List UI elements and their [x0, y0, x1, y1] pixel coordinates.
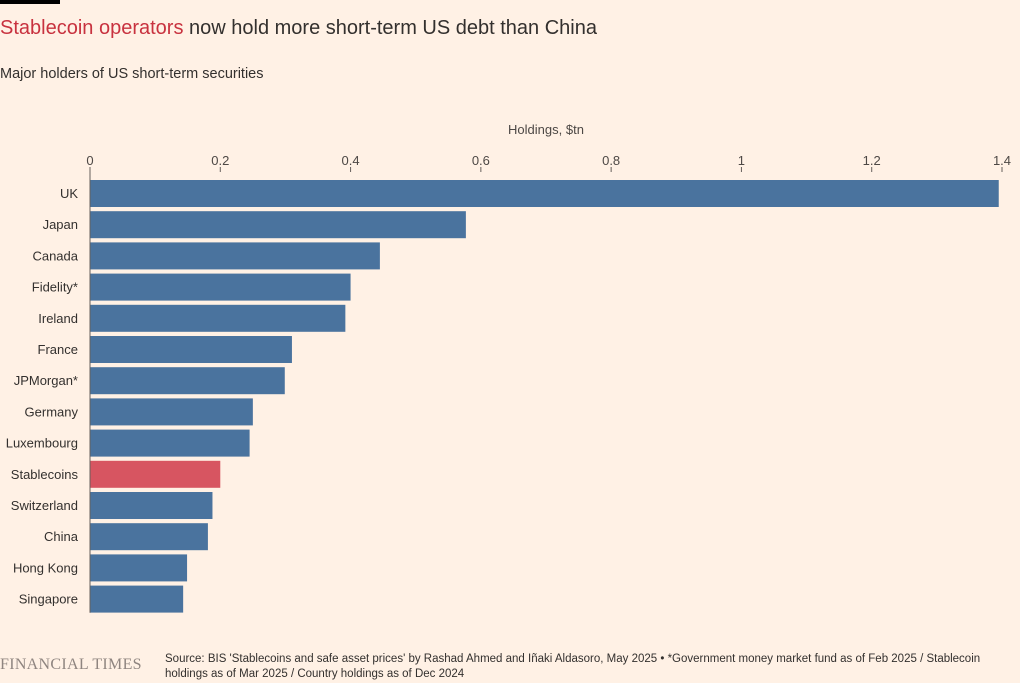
category-label: Canada	[32, 248, 78, 263]
bar-uk	[90, 180, 999, 207]
category-label: China	[44, 529, 79, 544]
top-rule	[0, 0, 60, 4]
category-label: Luxembourg	[6, 436, 78, 451]
bar-stablecoins	[90, 460, 221, 488]
category-label: Hong Kong	[13, 560, 78, 575]
category-label: France	[38, 342, 78, 357]
x-tick-label: 0.2	[211, 153, 229, 168]
bar-hong-kong	[90, 554, 188, 582]
chart-subtitle: Major holders of US short-term securitie…	[0, 66, 264, 82]
category-label: Switzerland	[11, 498, 78, 513]
category-label: Singapore	[19, 592, 78, 607]
title-rest: now hold more short-term US debt than Ch…	[183, 17, 597, 39]
category-label: Ireland	[38, 311, 78, 326]
x-tick-label: 1.2	[863, 153, 881, 168]
chart-title: Stablecoin operators now hold more short…	[0, 14, 597, 42]
x-tick-label: 1	[738, 153, 745, 168]
bar-japan	[90, 211, 466, 239]
category-label: Germany	[25, 404, 79, 419]
category-label: UK	[60, 186, 78, 201]
ft-logo: FINANCIAL TIMES	[0, 656, 142, 673]
bar-switzerland	[90, 492, 213, 519]
x-tick-label: 0.8	[602, 153, 620, 168]
bar-germany	[90, 398, 253, 426]
bar-luxembourg	[90, 429, 250, 457]
category-label: Fidelity*	[32, 280, 78, 295]
bar-singapore	[90, 585, 184, 613]
bar-france	[90, 336, 292, 363]
x-tick-label: 0	[86, 153, 93, 168]
bar-ireland	[90, 304, 346, 332]
x-tick-label: 0.4	[342, 153, 360, 168]
bar-fidelity	[90, 273, 351, 301]
x-tick-label: 0.6	[472, 153, 490, 168]
source-note: Source: BIS 'Stablecoins and safe asset …	[165, 653, 981, 680]
bar-canada	[90, 242, 380, 270]
bar-jpmorgan	[90, 367, 285, 395]
x-axis-title: Holdings, $tn	[508, 122, 584, 137]
category-label: JPMorgan*	[14, 373, 78, 388]
category-label: Japan	[43, 217, 78, 232]
category-label: Stablecoins	[11, 467, 79, 482]
bar-china	[90, 523, 208, 551]
bar-chart: Holdings, $tn 0 0.2 0.4 0.6 0.8 1 1.2 1.4 UK Japan…	[6, 122, 1011, 613]
x-tick-label: 1.4	[993, 153, 1011, 168]
title-highlight: Stablecoin operators	[0, 17, 184, 39]
